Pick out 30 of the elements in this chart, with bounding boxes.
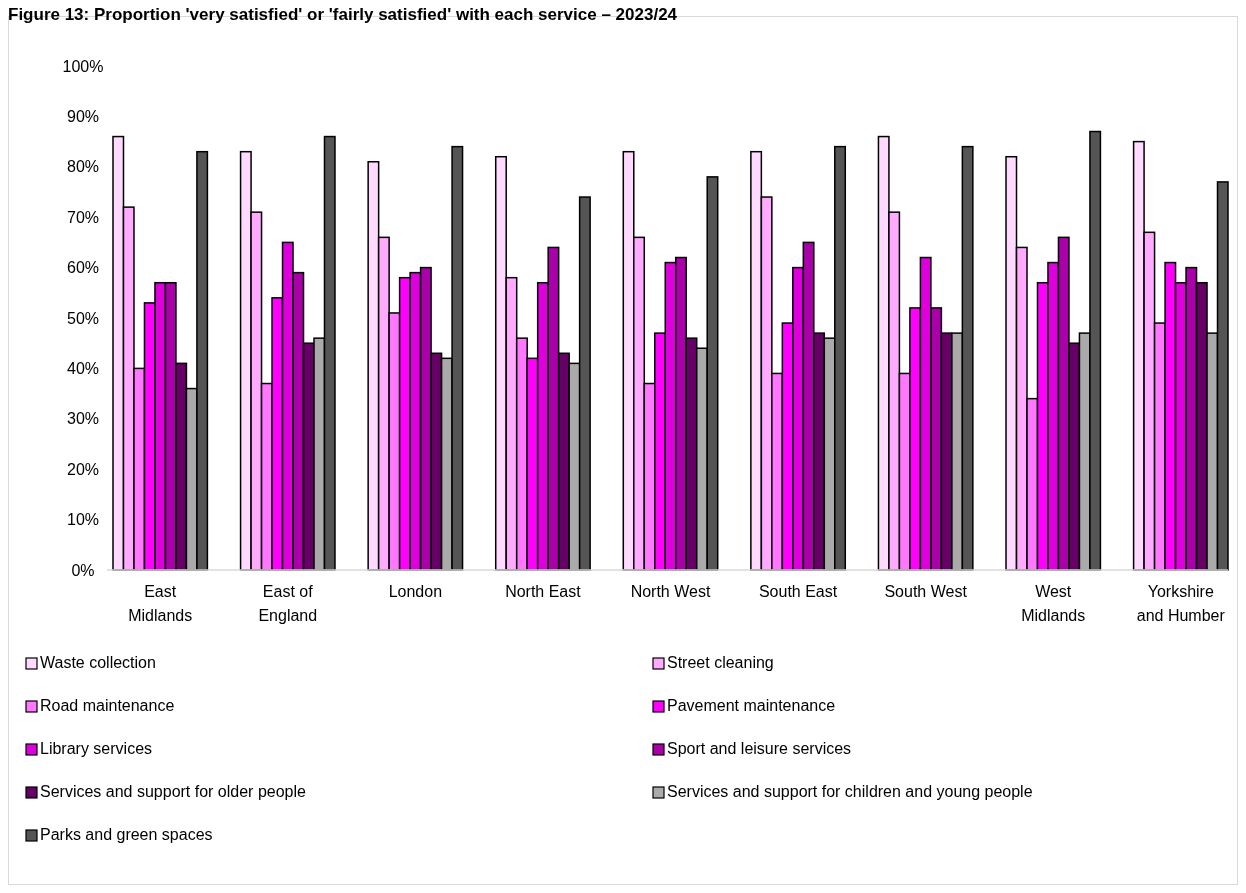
x-tick-label: South East	[758, 583, 838, 600]
y-tick-label: 60%	[66, 259, 100, 277]
legend-label: Parks and green spaces	[40, 826, 213, 843]
y-tick-label: 20%	[66, 460, 100, 478]
y-tick-label: 30%	[66, 410, 100, 428]
legend-label: Services and support for older people	[40, 783, 307, 800]
x-tick-label: North West	[630, 583, 711, 600]
legend-label: Road maintenance	[40, 697, 175, 714]
legend-label: Street cleaning	[667, 654, 774, 671]
chart-title: Figure 13: Proportion 'very satisfied' or 'fairly satisfied' with each service – 2023/24	[8, 5, 678, 24]
x-tick-label: East of England	[258, 583, 318, 624]
x-tick-label: East Midlands	[128, 583, 193, 624]
legend-label: Sport and leisure services	[667, 740, 852, 757]
legend-label: Library services	[40, 740, 153, 757]
x-tick-label: West Midlands	[1021, 583, 1086, 624]
y-tick-label: 10%	[66, 511, 100, 529]
x-tick-label: Yorkshire and Humber	[1136, 583, 1226, 624]
y-tick-label: 90%	[66, 108, 100, 125]
y-tick-label: 70%	[66, 208, 100, 226]
x-tick-label: South West	[884, 583, 968, 600]
y-tick-label: 0%	[71, 561, 95, 579]
y-tick-label: 80%	[66, 158, 100, 176]
y-tick-label: 50%	[66, 309, 100, 327]
legend-label: Pavement maintenance	[667, 697, 836, 714]
y-tick-label: 100%	[62, 57, 104, 75]
legend-label: Services and support for children and young people	[667, 783, 1033, 800]
y-tick-label: 40%	[66, 360, 100, 377]
x-tick-label: London	[388, 583, 443, 600]
x-tick-label: North East	[505, 583, 582, 600]
legend-label: Waste collection	[40, 654, 156, 671]
